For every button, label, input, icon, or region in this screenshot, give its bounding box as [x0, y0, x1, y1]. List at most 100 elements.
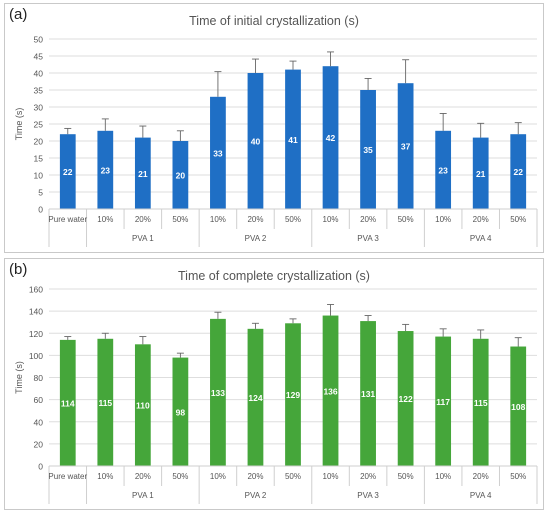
chart-b-category-label: 10%: [435, 472, 451, 481]
chart-a-category-label: 50%: [398, 215, 414, 224]
chart-b-data-label: 124: [248, 393, 262, 403]
chart-a-ytick-label: 20: [34, 137, 44, 147]
chart-b-category-label: 20%: [247, 472, 263, 481]
chart-a-category-label: 10%: [210, 215, 226, 224]
chart-a-ytick-label: 45: [34, 52, 44, 62]
chart-b-ytick-label: 160: [29, 285, 43, 295]
chart-a-category-label: 50%: [510, 215, 526, 224]
chart-a-category-label: 10%: [435, 215, 451, 224]
chart-a-ytick-label: 40: [34, 69, 44, 79]
chart-title-a: Time of initial crystallization (s): [189, 14, 359, 28]
chart-b-ytick-label: 0: [38, 462, 43, 472]
chart-b-group-label: PVA 2: [245, 491, 267, 500]
chart-a-data-label: 41: [288, 135, 298, 145]
chart-a-data-label: 23: [438, 165, 448, 175]
chart-b-group-label: PVA 1: [132, 491, 154, 500]
chart-b-bar: [172, 357, 189, 466]
chart-a-bar: [210, 96, 226, 209]
chart-a-bar: [97, 130, 114, 209]
chart-a-category-label: 50%: [172, 215, 188, 224]
chart-b-svg: 0 20 40 60 80 100 120 140 160 Time (s) 114 115 110 98…: [14, 285, 538, 504]
chart-a-bar: [59, 134, 76, 209]
chart-b-category-label: 10%: [210, 472, 226, 481]
chart-a-bar: [510, 134, 527, 209]
chart-a-y-axis-label: Time (s): [14, 108, 24, 141]
chart-a-data-label: 22: [513, 167, 523, 177]
chart-b-bar: [59, 339, 76, 466]
chart-b-category-label: 50%: [285, 472, 301, 481]
chart-b-category-label: 10%: [97, 472, 113, 481]
chart-b-category-label: 10%: [323, 472, 339, 481]
chart-b-category-label: 50%: [398, 472, 414, 481]
chart-a-bar: [435, 130, 452, 209]
chart-b-ytick-label: 40: [34, 417, 44, 427]
chart-b-bar: [97, 338, 114, 466]
chart-a-bar: [172, 141, 189, 209]
chart-a-bar: [472, 137, 489, 209]
chart-b-ytick-label: 80: [34, 373, 44, 383]
chart-a-category-label: 10%: [97, 215, 113, 224]
chart-b-data-label: 110: [136, 401, 150, 411]
chart-a-ytick-label: 10: [34, 171, 44, 181]
chart-a-category-label: 20%: [135, 215, 151, 224]
chart-a-bar: [285, 69, 301, 209]
chart-a-svg: 0 5 10 15 20 25 30 35 40 45 50 Time (s) 22 23 21 20 33 40…: [14, 35, 538, 247]
chart-a-data-label: 35: [363, 145, 373, 155]
chart-b-category-label: 20%: [135, 472, 151, 481]
chart-a-data-label: 21: [476, 169, 486, 179]
chart-a-data-label: 22: [63, 167, 73, 177]
chart-b-data-label: 136: [323, 386, 337, 396]
chart-a-data-label: 20: [176, 171, 186, 181]
chart-b-group-label: PVA 3: [357, 491, 379, 500]
chart-b-data-label: 129: [286, 390, 300, 400]
chart-a-category-label: 20%: [247, 215, 263, 224]
chart-b-ytick-label: 120: [29, 329, 43, 339]
chart-b-ytick-label: 60: [34, 395, 44, 405]
chart-a-group-label: PVA 3: [357, 234, 379, 243]
chart-a-data-label: 40: [251, 137, 261, 147]
chart-b-data-label: 114: [61, 398, 75, 408]
chart-b-category-label: 50%: [172, 472, 188, 481]
chart-b-ytick-label: 100: [29, 351, 43, 361]
panel-label-b: (b): [9, 261, 28, 278]
chart-b-bar: [360, 321, 376, 466]
chart-a-group-label: PVA 2: [245, 234, 267, 243]
chart-b-y-axis-label: Time (s): [14, 361, 24, 394]
chart-a-bar: [247, 73, 264, 209]
chart-a-category-label: 20%: [473, 215, 489, 224]
chart-b-bar: [247, 328, 264, 466]
chart-b-category-label: 50%: [510, 472, 526, 481]
chart-b-data-label: 131: [361, 389, 375, 399]
chart-b-bar: [435, 336, 452, 466]
chart-b-bar: [210, 318, 226, 466]
chart-a-data-label: 23: [101, 165, 111, 175]
panel-label-a: (a): [9, 6, 28, 23]
chart-b-bar: [510, 346, 527, 466]
chart-b-category-label: 20%: [360, 472, 376, 481]
chart-b-group-label: PVA 4: [470, 491, 492, 500]
chart-a-ytick-label: 0: [38, 205, 43, 215]
chart-a-data-label: 42: [326, 133, 336, 143]
chart-a-category-label: Pure water: [48, 215, 87, 224]
chart-b-bar: [285, 323, 301, 466]
chart-b-data-label: 117: [436, 397, 450, 407]
chart-b-bar: [472, 338, 489, 466]
chart-a-data-label: 33: [213, 148, 223, 158]
chart-b-category-label: Pure water: [48, 472, 87, 481]
chart-a-ytick-label: 50: [34, 35, 44, 45]
chart-a-category-label: 10%: [323, 215, 339, 224]
chart-a-ytick-label: 25: [34, 120, 44, 130]
chart-b-data-label: 115: [98, 398, 112, 408]
chart-a-ytick-label: 5: [38, 188, 43, 198]
chart-a-data-label: 37: [401, 142, 411, 152]
chart-b-data-label: 122: [399, 394, 413, 404]
chart-a-ytick-label: 30: [34, 103, 44, 113]
chart-a-bar: [134, 137, 151, 209]
chart-a-bar: [360, 90, 376, 209]
chart-b-data-label: 98: [176, 407, 186, 417]
chart-panel-b: 0 20 40 60 80 100 120 140 160 Time (s) 114 115 110 98…: [4, 258, 544, 510]
chart-b-bar: [322, 315, 339, 466]
chart-b-bar: [134, 344, 151, 466]
chart-a-data-label: 21: [138, 169, 148, 179]
chart-b-data-label: 115: [474, 398, 488, 408]
